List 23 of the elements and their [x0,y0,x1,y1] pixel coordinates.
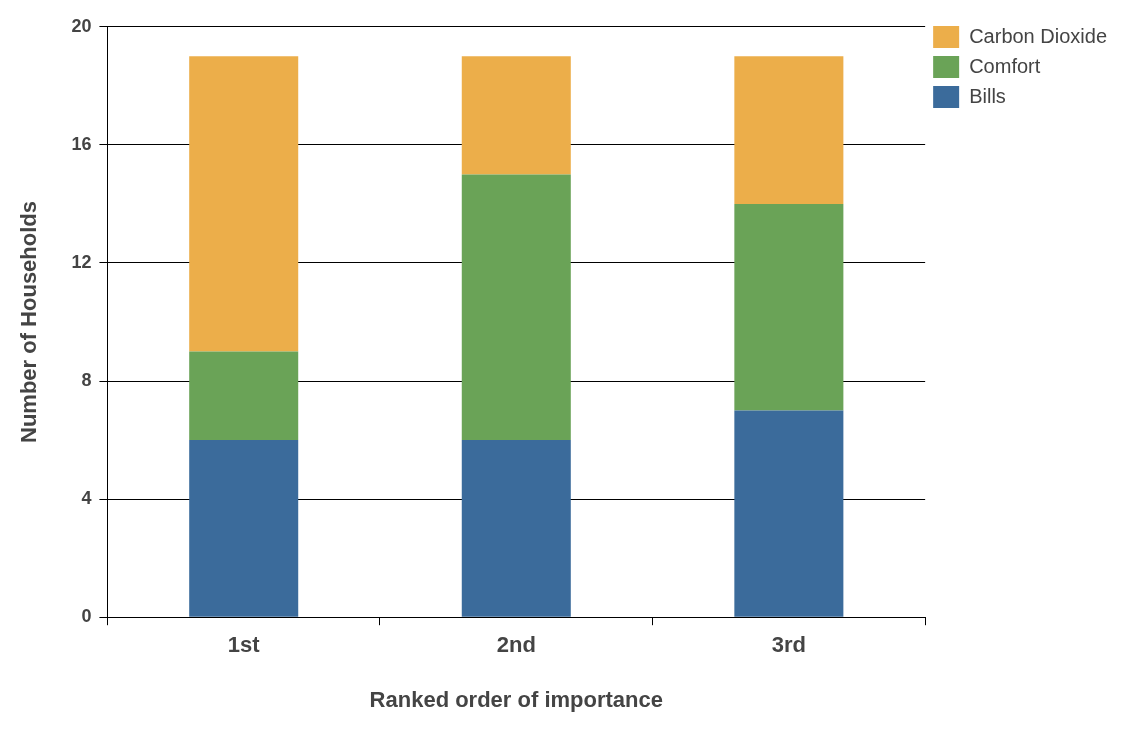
bar [461,440,571,617]
bar [461,174,571,441]
x-tick-label: 2nd [496,632,536,658]
bar [734,203,844,411]
y-tick-label: 0 [81,606,92,627]
bar [189,56,299,352]
legend-label: Comfort [969,54,1041,77]
x-tick-label: 1st [227,632,261,658]
x-tick-label: 3rd [771,632,806,658]
x-axis-title: Ranked order of importance [369,686,663,712]
y-tick-label: 8 [81,370,92,391]
bar [189,440,299,617]
bar [461,56,571,175]
y-axis-title: Number of Households [16,200,42,444]
legend-label: Carbon Dioxide [969,24,1108,47]
y-tick-label: 16 [71,133,92,154]
y-tick-label: 20 [71,15,92,36]
legend-label: Bills [969,84,1006,107]
bar [734,410,844,617]
y-tick-label: 12 [71,251,92,272]
y-tick-label: 4 [81,488,92,509]
bar [189,351,299,441]
bar [734,56,844,204]
